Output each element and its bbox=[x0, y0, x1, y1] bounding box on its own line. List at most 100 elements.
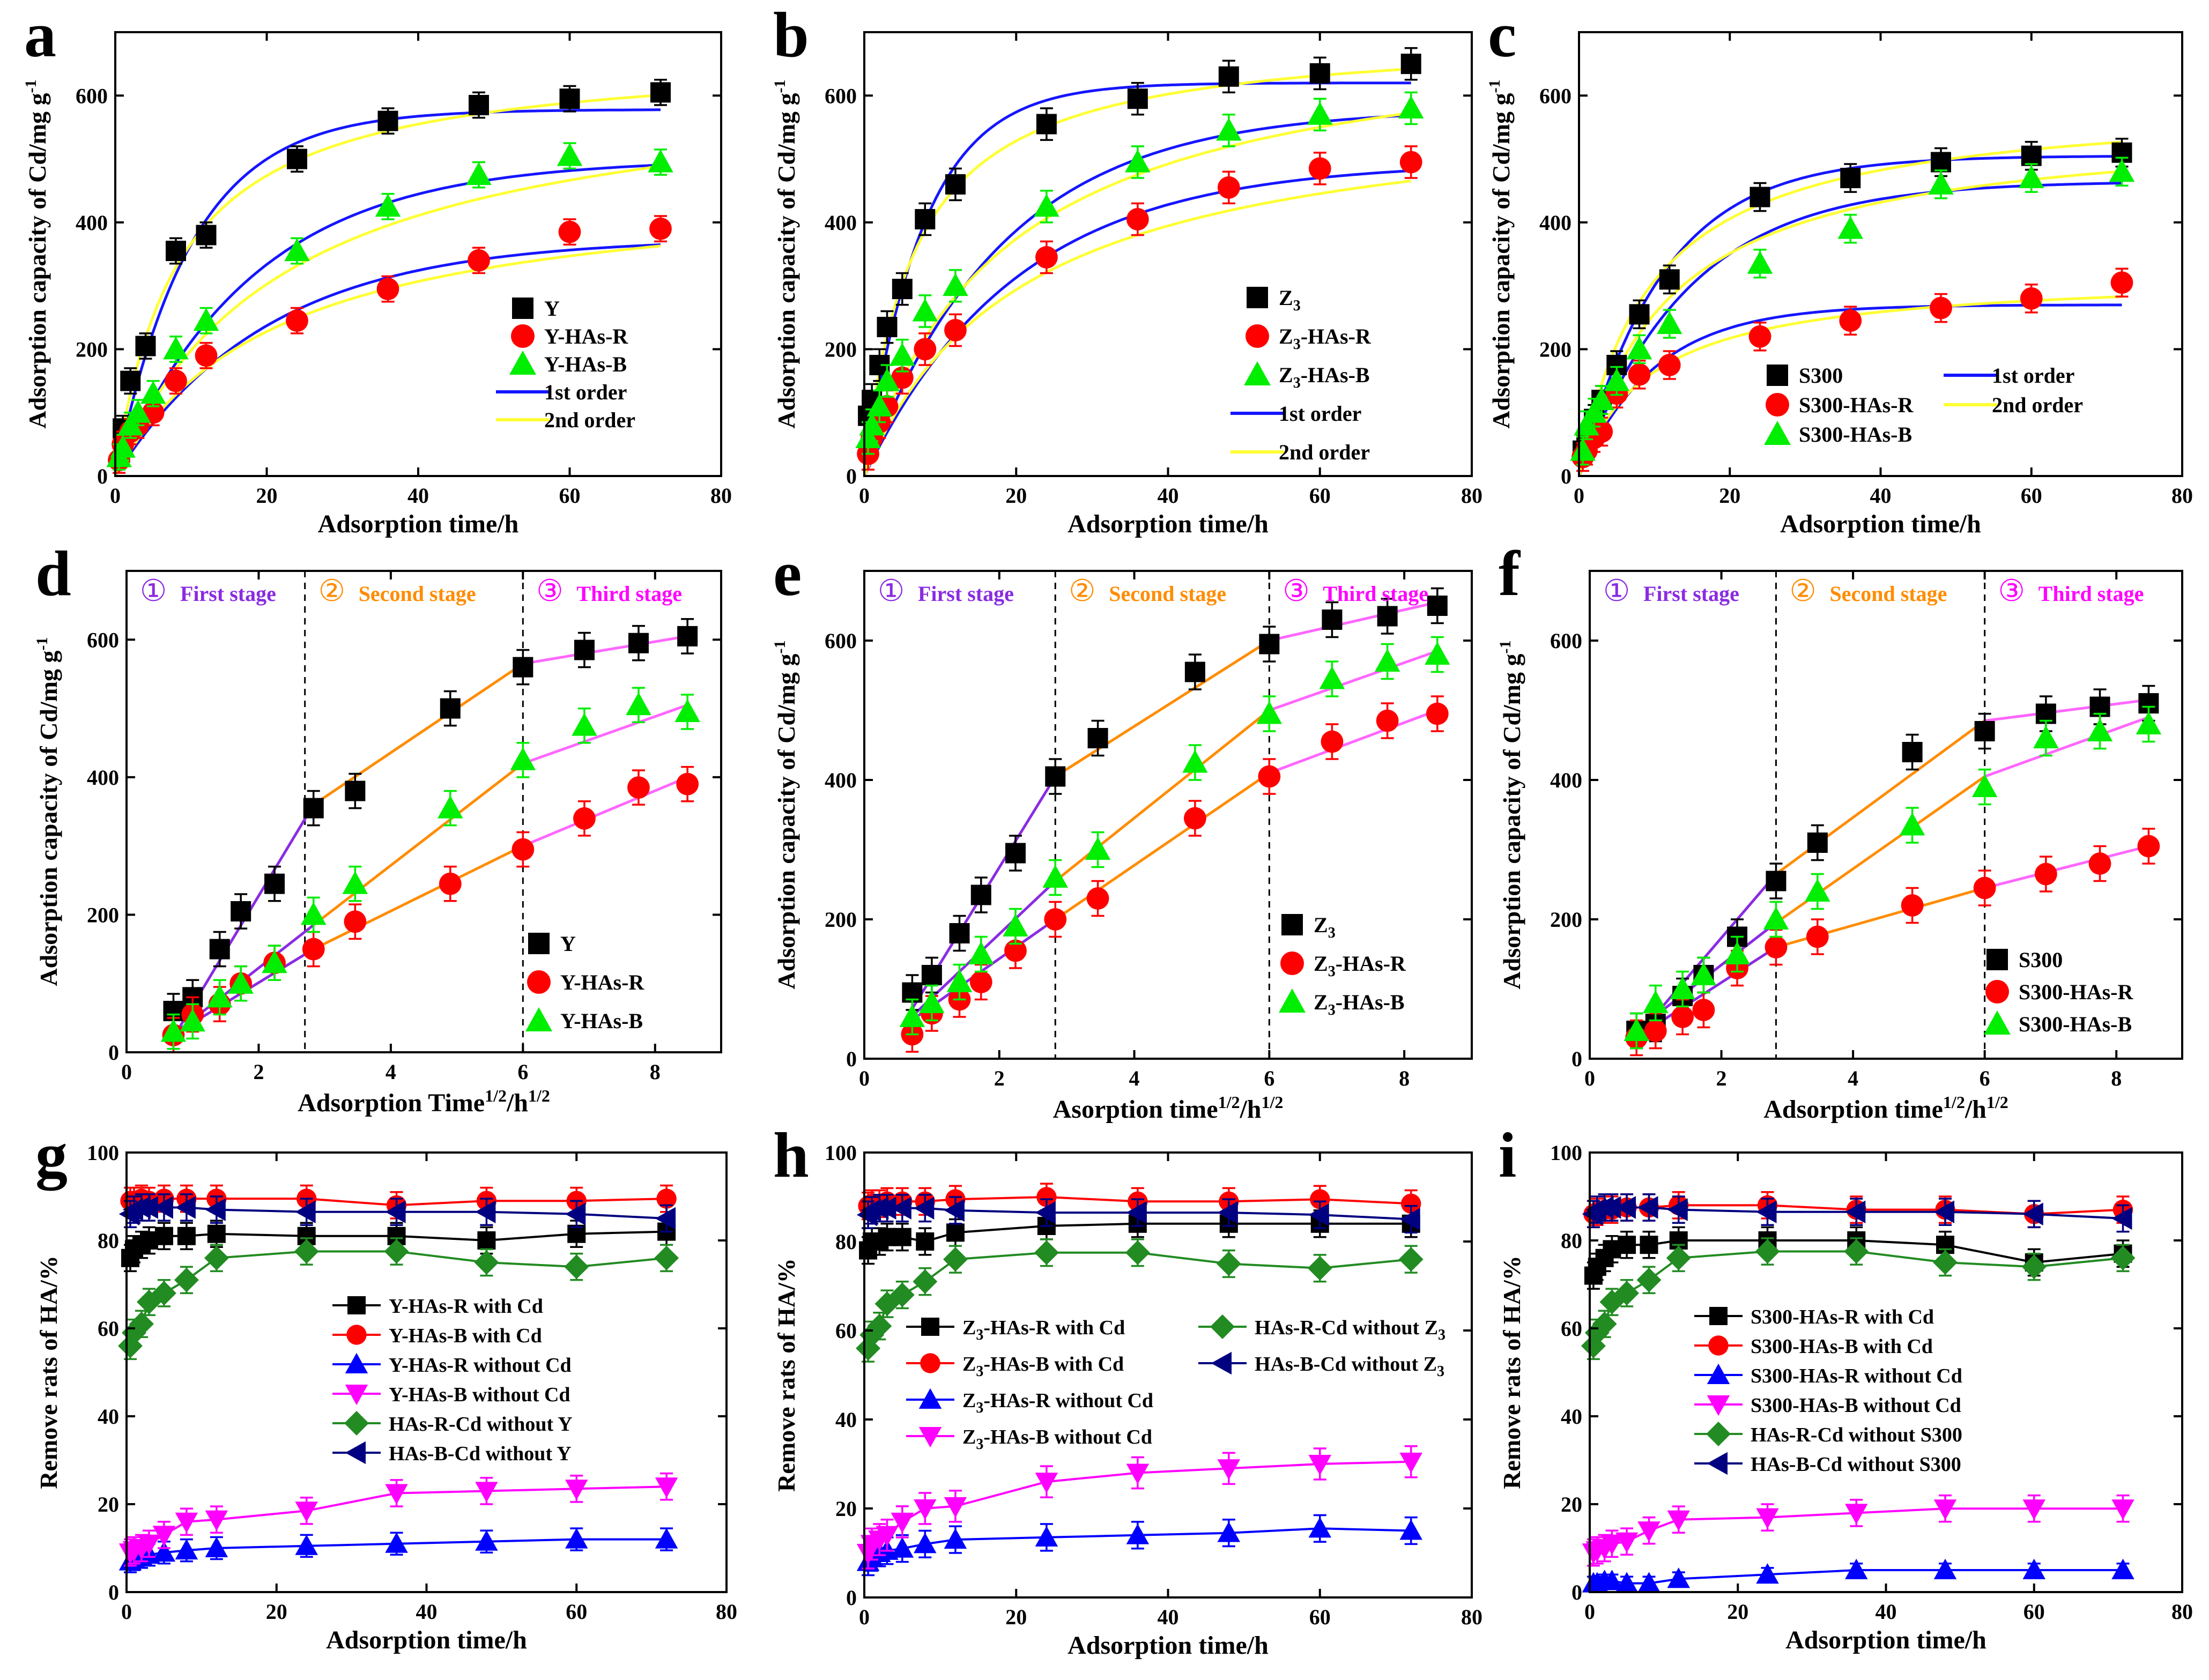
data-point bbox=[1216, 1251, 1241, 1276]
stage-label-3: ③ Third stage bbox=[1998, 575, 2144, 608]
data-point bbox=[970, 884, 991, 905]
legend-marker bbox=[1706, 1422, 1731, 1446]
data-point bbox=[152, 1196, 173, 1219]
legend-entry: S300 bbox=[1767, 363, 1843, 388]
data-point bbox=[1667, 1510, 1690, 1531]
data-point bbox=[914, 1533, 937, 1553]
data-point bbox=[1692, 999, 1715, 1021]
data-point bbox=[565, 1528, 588, 1549]
data-point bbox=[1614, 1281, 1640, 1306]
x-tick-label: 6 bbox=[1980, 1066, 1990, 1090]
legend-marker bbox=[1707, 1452, 1728, 1475]
x-tick-label: 2 bbox=[253, 1060, 264, 1084]
legend-label: Z3-HAs-B bbox=[1314, 990, 1405, 1019]
data-point bbox=[1670, 976, 1695, 999]
data-point bbox=[1258, 765, 1281, 788]
data-point bbox=[2021, 145, 2042, 166]
legend-label: Z3 bbox=[1279, 286, 1301, 314]
data-point bbox=[914, 1196, 935, 1220]
legend-label: S300 bbox=[1799, 363, 1843, 388]
data-point bbox=[1930, 296, 1952, 319]
data-point bbox=[1618, 1236, 1636, 1254]
x-axis-label: Adsorption time/h bbox=[318, 510, 519, 538]
data-point bbox=[2087, 718, 2113, 741]
stage-label-1: ① First stage bbox=[878, 575, 1014, 608]
data-point bbox=[137, 1196, 158, 1219]
data-point bbox=[1615, 1532, 1639, 1553]
data-point bbox=[1845, 1200, 1866, 1223]
data-point bbox=[1839, 309, 1862, 332]
data-point bbox=[1756, 1200, 1777, 1223]
series-has-b-cd-without-y bbox=[118, 1193, 676, 1233]
x-tick-label: 60 bbox=[566, 1600, 587, 1624]
legend-label: S300-HAs-R bbox=[2019, 980, 2133, 1004]
data-point bbox=[1309, 63, 1330, 84]
legend-label: Z3-HAs-B without Cd bbox=[962, 1426, 1152, 1453]
legend-label: S300-HAs-B bbox=[1799, 422, 1912, 447]
x-tick-label: 4 bbox=[1129, 1066, 1140, 1090]
series-s300-has-r-without-cd bbox=[1582, 1558, 2134, 1593]
data-point bbox=[1750, 187, 1770, 207]
legend-a: Y Y-HAs-R Y-HAs-B 1st order 2nd order bbox=[496, 296, 635, 432]
data-point bbox=[1637, 1196, 1658, 1219]
legend-label: S300-HAs-B without Cd bbox=[1751, 1394, 1961, 1417]
legend-i: S300-HAs-R with Cd S300-HAs-B with Cd S300… bbox=[1694, 1306, 1962, 1476]
data-point bbox=[231, 901, 251, 922]
stage-text: Third stage bbox=[1323, 582, 1428, 606]
data-point bbox=[1766, 871, 1787, 891]
y-tick-label: 0 bbox=[1561, 464, 1571, 488]
legend-entry: 1st order bbox=[1230, 402, 1361, 426]
data-point bbox=[1840, 168, 1861, 189]
data-point bbox=[180, 1008, 205, 1032]
data-point bbox=[876, 1526, 899, 1547]
legend-entry: 1st order bbox=[1944, 363, 2074, 388]
legend-label: HAs-B-Cd without S300 bbox=[1751, 1453, 1961, 1476]
x-tick-label: 20 bbox=[1005, 1605, 1027, 1629]
data-point bbox=[206, 984, 233, 1008]
data-point bbox=[1045, 766, 1066, 787]
data-point bbox=[1035, 1201, 1056, 1224]
stage-text: Second stage bbox=[359, 582, 476, 606]
legend-entry: S300-HAs-B without Cd bbox=[1694, 1394, 1961, 1417]
data-point bbox=[140, 381, 166, 404]
stage-text: Third stage bbox=[2038, 582, 2144, 606]
data-point bbox=[129, 1311, 154, 1336]
data-point bbox=[891, 1537, 914, 1558]
y-axis-label: Adsorption capacity of Cd/mg g-1 bbox=[771, 640, 800, 989]
stage-number: ① bbox=[878, 575, 905, 608]
data-point bbox=[654, 1245, 679, 1270]
y-axis-label: Adsorption capacity of Cd/mg g-1 bbox=[1496, 640, 1525, 989]
data-point bbox=[1125, 1240, 1150, 1265]
data-point bbox=[120, 370, 141, 391]
data-point bbox=[193, 308, 219, 331]
data-point bbox=[1259, 634, 1280, 655]
data-point bbox=[1589, 387, 1614, 411]
data-point bbox=[303, 798, 324, 819]
series-z3-has-b bbox=[855, 91, 1424, 455]
data-point bbox=[1307, 102, 1333, 125]
data-point bbox=[154, 1226, 173, 1245]
x-tick-label: 0 bbox=[121, 1060, 132, 1084]
data-point bbox=[1256, 701, 1283, 724]
data-point bbox=[1747, 250, 1773, 274]
data-point bbox=[1310, 1189, 1330, 1209]
data-point bbox=[1398, 1247, 1424, 1272]
y-tick-label: 200 bbox=[825, 908, 857, 932]
legend-f: S300 S300-HAs-R S300-HAs-B bbox=[1984, 948, 2133, 1036]
data-point bbox=[2019, 165, 2044, 189]
data-point bbox=[295, 1534, 318, 1555]
data-point bbox=[946, 969, 973, 992]
legend-marker bbox=[345, 1441, 366, 1465]
data-point bbox=[1005, 843, 1026, 864]
data-point bbox=[439, 872, 462, 895]
data-point bbox=[110, 435, 136, 458]
x-tick-label: 0 bbox=[1584, 1600, 1595, 1624]
x-tick-label: 80 bbox=[710, 484, 732, 508]
data-point bbox=[135, 336, 156, 356]
x-tick-label: 80 bbox=[716, 1600, 737, 1624]
legend-e: Z3 Z3-HAs-R Z3-HAs-B bbox=[1279, 913, 1406, 1019]
panel-letter: h bbox=[773, 1119, 809, 1191]
y-tick-label: 200 bbox=[1539, 337, 1571, 361]
data-point bbox=[1807, 832, 1828, 853]
